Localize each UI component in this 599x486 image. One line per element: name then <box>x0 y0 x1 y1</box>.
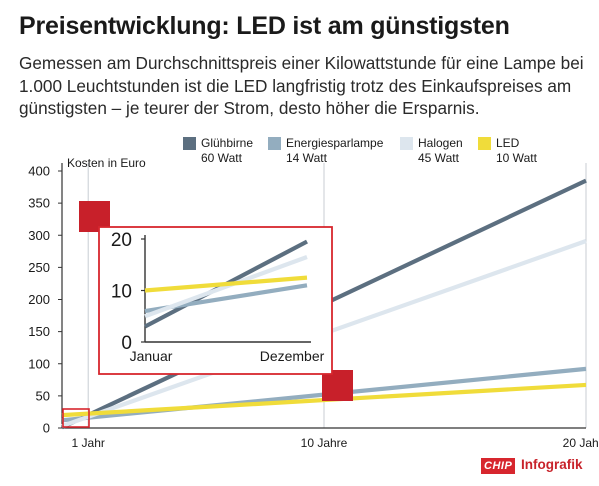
x-tick-label-1-jahr: 1 Jahr <box>72 436 105 450</box>
x-tick-label-20-jahre: 20 Jahre <box>563 436 599 450</box>
y-tick-label-50: 50 <box>36 388 50 403</box>
inset-series-line-led <box>144 275 308 293</box>
chart-title: Preisentwicklung: LED ist am günstigsten <box>19 12 510 40</box>
y-axis-label: Kosten in Euro <box>67 156 146 170</box>
y-tick-label-150: 150 <box>28 324 50 339</box>
legend-swatch-gluehbirne <box>183 137 196 150</box>
y-tick-label-0: 0 <box>43 421 50 436</box>
legend-label-halogen: Halogen <box>418 136 463 150</box>
legend-swatch-halogen <box>400 137 413 150</box>
legend-label-gluehbirne: Glühbirne <box>201 136 254 150</box>
inset-y-tick-label-20: 20 <box>111 230 132 251</box>
inset-y-tick-label-0: 0 <box>121 333 132 354</box>
legend-label-energiesparlampe: Energiesparlampe <box>286 136 384 150</box>
legend-sub-halogen: 45 Watt <box>418 151 459 165</box>
inset-x-tick-label-januar: Januar <box>130 348 173 364</box>
legend-swatch-led <box>478 137 491 150</box>
y-tick-label-400: 400 <box>28 164 50 179</box>
chart-subtitle: Gemessen am Durchschnittspreis einer Kil… <box>19 53 584 118</box>
inset-x-tick-label-dezember: Dezember <box>260 348 325 364</box>
legend-sub-led: 10 Watt <box>496 151 537 165</box>
x-tick-label-10-jahre: 10 Jahre <box>301 436 348 450</box>
inset-series-line-halogen <box>144 255 308 319</box>
chip-logo: CHIP <box>481 458 516 474</box>
legend-swatch-energiesparlampe <box>268 137 281 150</box>
y-tick-label-250: 250 <box>28 260 50 275</box>
legend-sub-gluehbirne: 60 Watt <box>201 151 242 165</box>
y-tick-label-100: 100 <box>28 356 50 371</box>
infografik-label: Infografik <box>521 457 583 472</box>
y-tick-label-350: 350 <box>28 196 50 211</box>
inset-y-tick-label-10: 10 <box>111 282 132 303</box>
zoom-highlight-box <box>62 408 90 428</box>
callout-marker-bottom <box>322 370 353 401</box>
legend-label-led: LED <box>496 136 520 150</box>
y-tick-label-200: 200 <box>28 292 50 307</box>
y-tick-label-300: 300 <box>28 228 50 243</box>
legend-sub-energiesparlampe: 14 Watt <box>286 151 327 165</box>
